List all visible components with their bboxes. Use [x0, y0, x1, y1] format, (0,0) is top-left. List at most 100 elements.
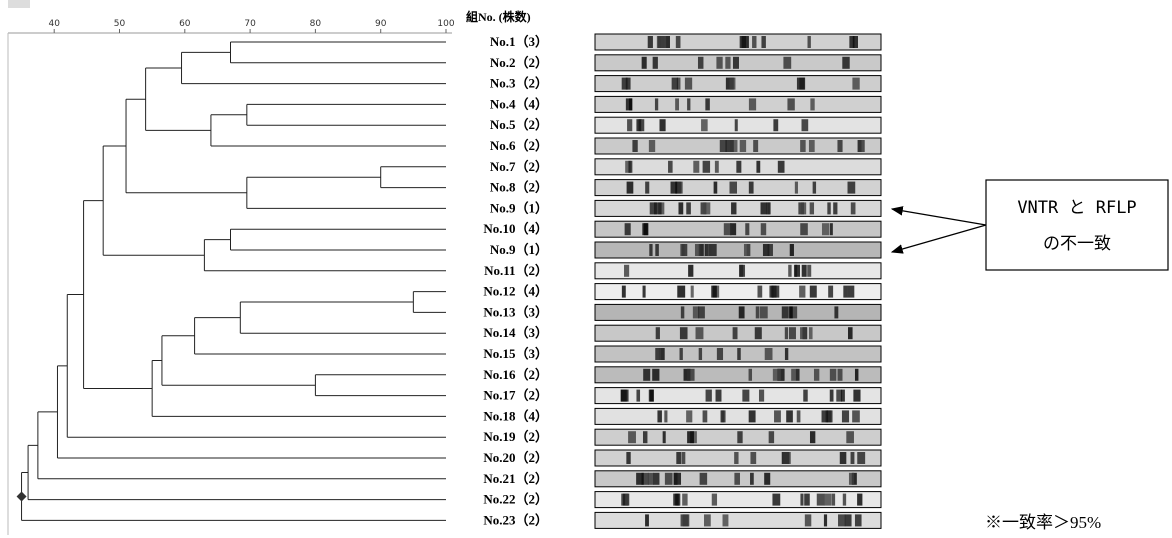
gel-band [817, 494, 825, 506]
gel-band [716, 57, 722, 69]
tick-label: 80 [310, 19, 322, 29]
gel-band [671, 182, 678, 194]
gel-band [810, 98, 814, 110]
gel-band [756, 306, 760, 318]
gel-band [686, 202, 691, 214]
gel-band [841, 390, 845, 402]
gel-band [849, 36, 854, 48]
gel-band [800, 327, 807, 339]
gel-band [814, 369, 819, 381]
leaf-label: No.21（2） [483, 471, 548, 486]
gel-band [657, 36, 662, 48]
gel-band [765, 348, 773, 360]
gel-band [654, 202, 662, 214]
gel-band [800, 223, 808, 235]
gel-band [794, 265, 797, 277]
gel-band [745, 223, 749, 235]
gel-band [830, 223, 833, 235]
gel-band [801, 202, 806, 214]
gel-band [822, 410, 829, 422]
gel-band [831, 494, 835, 506]
gel-band [655, 348, 661, 360]
gel-band [626, 452, 630, 464]
gel-band [767, 202, 770, 214]
leaf-label: No.4（4） [490, 96, 548, 111]
gel-band [761, 36, 765, 48]
gel-band [685, 78, 692, 90]
gel-band [696, 327, 704, 339]
gel-band [655, 98, 658, 110]
gel-band [680, 327, 688, 339]
gel-band [750, 452, 756, 464]
gel-band [796, 369, 800, 381]
gel-band [629, 98, 632, 110]
gel-band [842, 410, 849, 422]
leaf-label: No.3（2） [490, 76, 548, 91]
gel-band [725, 57, 730, 69]
gel-band [653, 473, 659, 485]
gel-band [840, 452, 847, 464]
gel-band [674, 473, 678, 485]
gel-band [656, 327, 660, 339]
gel-band [824, 514, 827, 526]
leaf-label: No.7（2） [490, 159, 548, 174]
gel-lane [595, 325, 881, 341]
leaf-label: No.14（3） [483, 325, 548, 340]
root-marker [17, 491, 27, 501]
leaf-label: No.11（2） [484, 263, 548, 278]
gel-band [843, 286, 848, 298]
gel-band [723, 514, 729, 526]
gel-band [737, 431, 742, 443]
gel-band [644, 223, 649, 235]
leaf-label: No.9（1） [490, 242, 548, 257]
tick-label: 90 [375, 19, 387, 29]
gel-band [845, 514, 852, 526]
gel-band [712, 494, 717, 506]
gel-band [783, 452, 791, 464]
gel-band [805, 514, 811, 526]
gel-band [715, 161, 719, 173]
gel-band [756, 161, 760, 173]
gel-band [787, 98, 794, 110]
gel-band [838, 514, 845, 526]
gel-band [846, 431, 854, 443]
gel-band [837, 140, 842, 152]
gel-band [672, 78, 678, 90]
gel-band [687, 98, 690, 110]
gel-band [682, 452, 686, 464]
gel-band [645, 514, 649, 526]
header: 組No. (株数) [466, 9, 531, 24]
gel-lane [595, 492, 881, 508]
gel-band [699, 348, 702, 360]
gel-band [795, 182, 798, 194]
gel-band [788, 265, 791, 277]
gel-band [749, 369, 752, 381]
gel-band [705, 98, 709, 110]
leaf-label: No.23（2） [483, 512, 548, 527]
gel-band [824, 494, 831, 506]
gel-band [627, 119, 632, 131]
gel-band [802, 265, 807, 277]
leaf-label: No.1（3） [490, 34, 548, 49]
gel-band [757, 286, 762, 298]
gel-band [622, 78, 628, 90]
gel-band [698, 306, 705, 318]
gel-band [683, 514, 690, 526]
gel-band [749, 98, 756, 110]
gel-band [734, 473, 740, 485]
leaf-label: No.10（4） [483, 221, 548, 236]
gel-band [676, 452, 681, 464]
gel-band [813, 182, 816, 194]
gel-band [848, 286, 855, 298]
gel-band [663, 431, 666, 443]
gel-band [851, 452, 855, 464]
gel-lane [595, 180, 881, 196]
gel-lane [595, 221, 881, 237]
gel-band [642, 57, 647, 69]
gel-band [834, 306, 838, 318]
gel-band [848, 182, 856, 194]
corner-box [8, 0, 30, 8]
gel-band [833, 202, 837, 214]
gel-band [734, 452, 738, 464]
leaf-label: No.9（1） [490, 200, 548, 215]
